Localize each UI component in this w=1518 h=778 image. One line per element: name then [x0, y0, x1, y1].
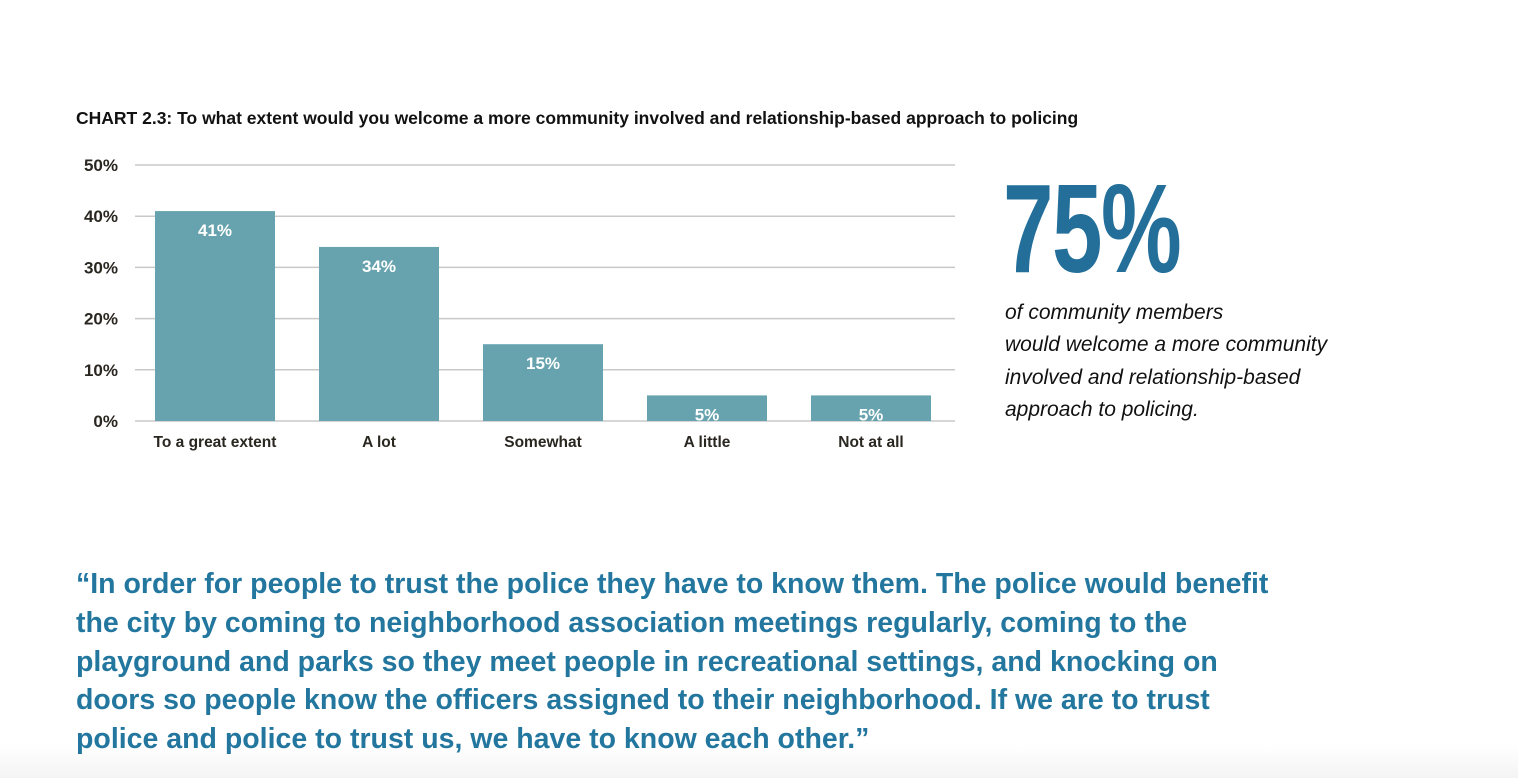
- callout-line: approach to policing.: [1005, 397, 1199, 421]
- headline-statistic: 75%: [1003, 158, 1182, 299]
- bar: [811, 395, 931, 421]
- y-tick-label: 0%: [93, 412, 118, 431]
- y-tick-label: 30%: [84, 258, 118, 277]
- y-tick-label: 10%: [84, 361, 118, 380]
- x-tick-label: To a great extent: [154, 434, 277, 451]
- callout-line: would welcome a more community: [1005, 333, 1328, 357]
- bar: [483, 344, 603, 421]
- callout-line: of community members: [1005, 301, 1224, 324]
- quote-line: the city by coming to neighborhood assoc…: [76, 606, 1188, 639]
- callout-line: involved and relationship-based: [1005, 365, 1301, 389]
- data-label: 41%: [198, 221, 232, 240]
- x-tick-label: Not at all: [838, 434, 903, 451]
- x-tick-label: A lot: [362, 434, 396, 451]
- callout-text: of community members would welcome a mor…: [1005, 297, 1327, 426]
- x-tick-label: Somewhat: [504, 434, 582, 451]
- data-label: 34%: [362, 257, 396, 276]
- quote-line: playground and parks so they meet people…: [76, 645, 1218, 678]
- quote-line: “In order for people to trust the police…: [76, 568, 1269, 600]
- pull-quote: “In order for people to trust the police…: [76, 565, 1268, 759]
- y-tick-label: 40%: [84, 207, 118, 226]
- bar: [319, 246, 439, 421]
- x-tick-label: A little: [684, 434, 731, 451]
- y-tick-label: 50%: [84, 156, 118, 175]
- data-label: 5%: [695, 405, 720, 424]
- quote-line: police and police to trust us, we have t…: [76, 723, 870, 756]
- quote-line: doors so people know the officers assign…: [76, 684, 1210, 717]
- bar-chart: 0% 10% 20% 30% 40% 50% 41% To a great extent 34%…: [84, 156, 955, 451]
- bar: [155, 211, 275, 421]
- chart-title: CHART 2.3: To what extent would you welc…: [76, 108, 1079, 128]
- y-tick-label: 20%: [84, 310, 118, 329]
- bar: [647, 395, 767, 421]
- data-label: 15%: [526, 354, 560, 373]
- data-label: 5%: [859, 405, 884, 424]
